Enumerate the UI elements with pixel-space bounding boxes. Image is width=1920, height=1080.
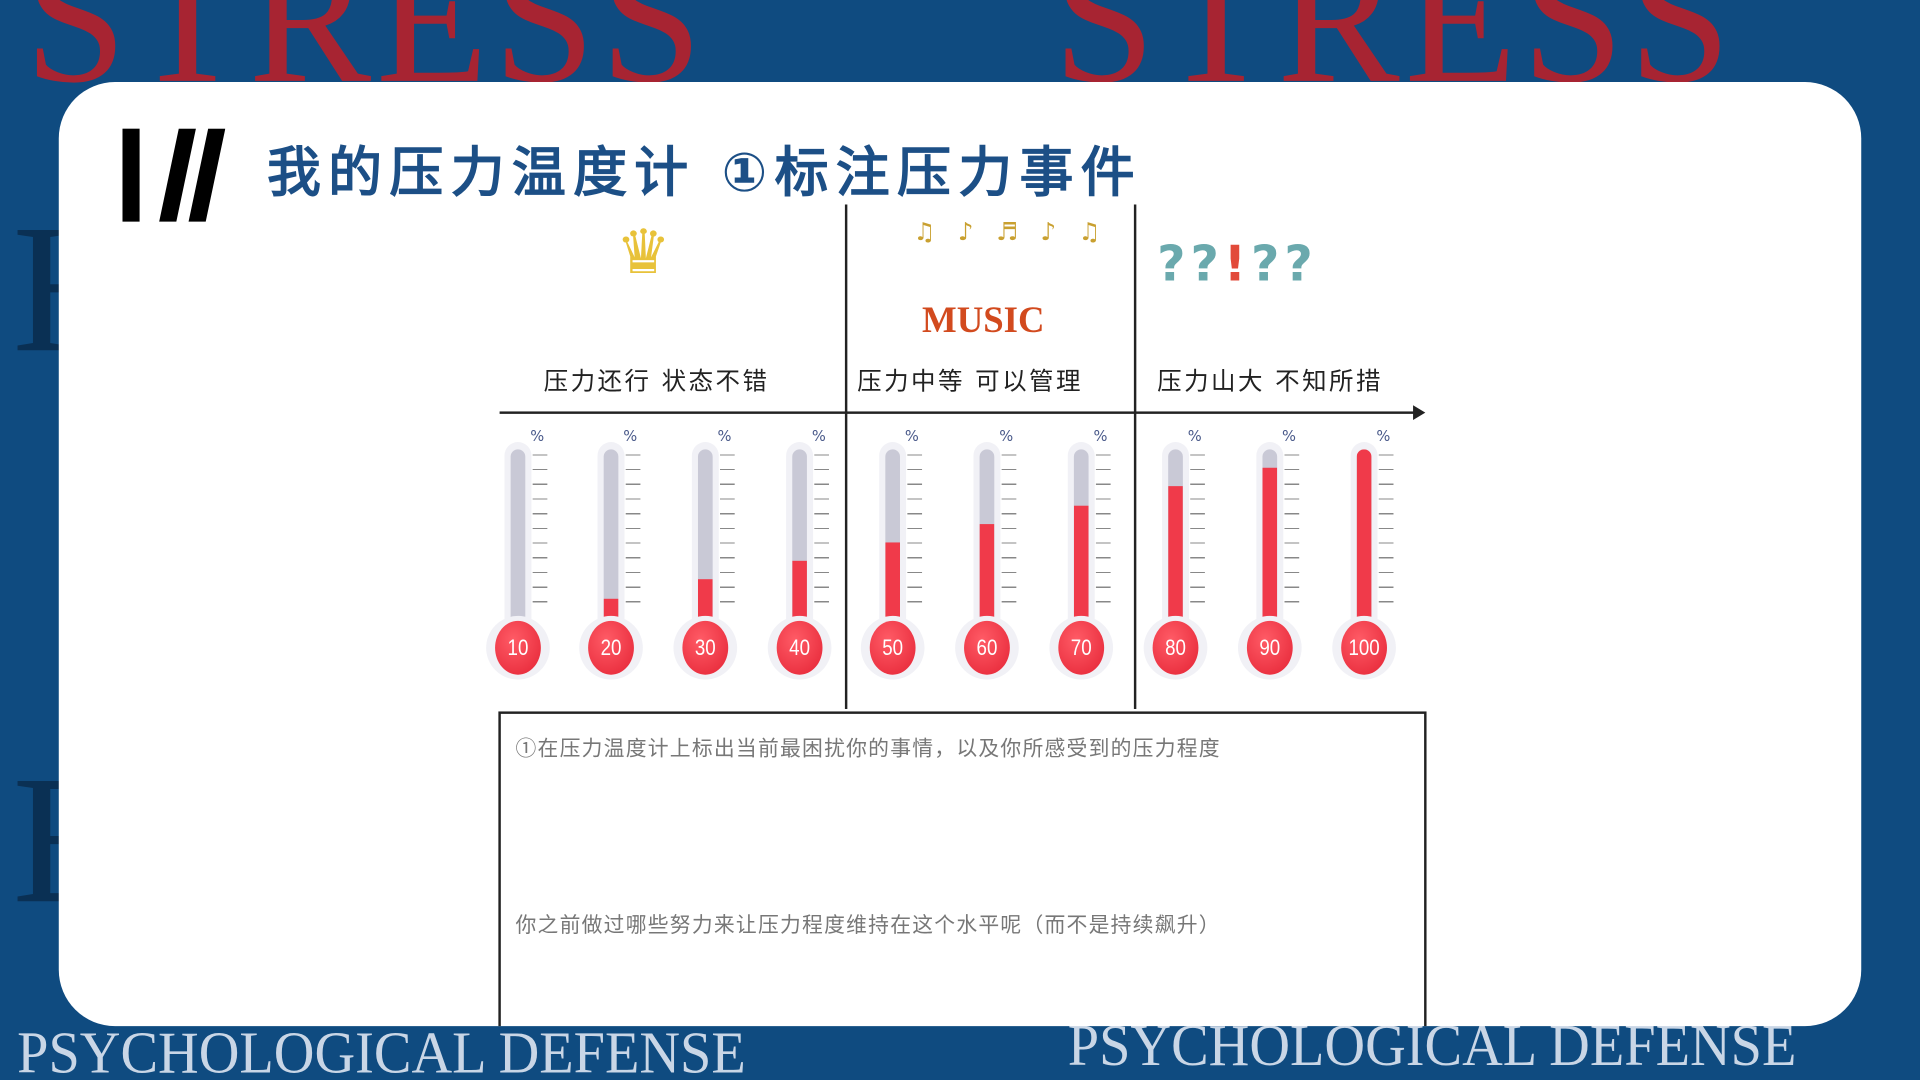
thermometer-fill (1168, 486, 1183, 646)
thermometer: % 10 (484, 427, 570, 689)
thermometer-value: 10 (495, 620, 541, 675)
thermometer-value: 20 (588, 620, 634, 675)
thermometer-track (1356, 449, 1372, 646)
tick-marks (1001, 454, 1017, 614)
tick-marks (1190, 454, 1205, 614)
tick-marks (720, 454, 735, 614)
percent-label: % (904, 427, 919, 445)
percent-label: % (811, 427, 826, 445)
crown-icon: ♛ (615, 216, 671, 288)
divider (844, 204, 848, 709)
percent-label: % (717, 427, 732, 445)
thermometer-value: 50 (869, 620, 916, 675)
thermometer-value: 70 (1058, 620, 1105, 675)
bg-text-left: PSYCHOLOGICAL DEFENSE (17, 1019, 746, 1080)
prompt-1: ①在压力温度计上标出当前最困扰你的事情，以及你所感受到的压力程度 (515, 737, 1221, 762)
thermometer: % 80 (1141, 427, 1227, 689)
category-label: 压力还行 状态不错 (543, 366, 770, 396)
thermometer-value: 90 (1246, 620, 1293, 675)
page-title: 我的压力温度计 ①标注压力事件 (266, 142, 1142, 205)
percent-label: % (1187, 427, 1202, 445)
music-icon: MUSIC (922, 300, 1045, 341)
tick-marks (625, 454, 641, 614)
thermometer-value: 80 (1152, 620, 1199, 675)
prompt-2: 你之前做过哪些努力来让压力程度维持在这个水平呢（而不是持续飙升） (515, 913, 1221, 938)
thermometer-track (1262, 449, 1278, 646)
thermometer-track (979, 449, 995, 646)
tick-marks (1284, 454, 1300, 614)
percent-label: % (999, 427, 1014, 445)
thermometer: % 60 (953, 427, 1039, 689)
thermometer: % 20 (577, 427, 663, 689)
thermometer-fill (1073, 505, 1089, 646)
thermometer: % 100 (1330, 427, 1416, 689)
thermometer-value: 100 (1341, 620, 1387, 675)
thermometer-value: 30 (682, 620, 729, 675)
answer-box[interactable]: ①在压力温度计上标出当前最困扰你的事情，以及你所感受到的压力程度 你之前做过哪些… (498, 711, 1427, 1027)
thermometer: % 70 (1047, 427, 1133, 689)
question-marks-icon: ??!?? (1157, 236, 1318, 293)
content-card: 我的压力温度计 ①标注压力事件 ♛ ♫ ♪ ♬ ♪ ♫ MUSIC ??!?? … (58, 82, 1862, 1027)
thermometer: % 30 (671, 427, 757, 689)
tick-marks (1378, 454, 1394, 614)
thermometer: % 40 (765, 427, 851, 689)
thermometer: % 90 (1236, 427, 1322, 689)
thermometer-value: 60 (964, 620, 1010, 675)
tick-marks (907, 454, 923, 614)
thermometer-fill (1356, 449, 1372, 646)
axis-line (499, 411, 1421, 414)
percent-label: % (1282, 427, 1297, 445)
slash-logo-icon (122, 128, 226, 222)
divider (1133, 204, 1137, 709)
thermometer-track (1168, 449, 1183, 646)
thermometer: % 50 (858, 427, 944, 689)
percent-label: % (530, 427, 545, 445)
percent-label: % (623, 427, 638, 445)
percent-label: % (1376, 427, 1391, 445)
arrow-icon (1413, 405, 1426, 421)
thermometer-value: 40 (776, 620, 823, 675)
thermometer-fill (979, 524, 995, 646)
thermometer-track (1073, 449, 1089, 646)
tick-marks (1095, 454, 1111, 614)
tick-marks (814, 454, 829, 614)
category-label: 压力山大 不知所措 (1157, 366, 1383, 396)
percent-label: % (1093, 427, 1108, 445)
music-notes-icon: ♫ ♪ ♬ ♪ ♫ (913, 216, 1108, 247)
category-label: 压力中等 可以管理 (857, 366, 1083, 396)
thermometer-fill (1262, 467, 1278, 646)
tick-marks (532, 454, 548, 614)
